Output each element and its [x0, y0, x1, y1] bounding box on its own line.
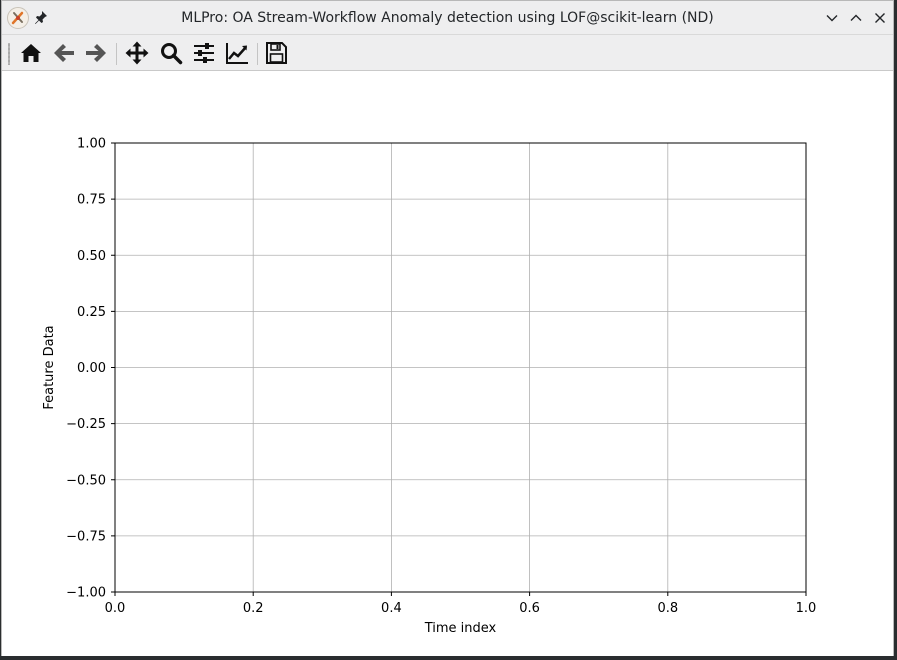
x-tick-label: 0.0 — [105, 601, 126, 616]
y-tick-label: 0.00 — [77, 361, 106, 376]
x-tick-label: 1.0 — [796, 601, 817, 616]
back-arrow-icon — [54, 44, 74, 62]
x-tick-label: 0.2 — [243, 601, 264, 616]
back-button[interactable] — [51, 40, 77, 66]
line-chart-icon — [226, 43, 248, 64]
window-title: MLPro: OA Stream-Workflow Anomaly detect… — [181, 10, 714, 26]
chart-svg[interactable]: 0.0 0.2 0.4 0.6 0.8 1.0 1.00 0.75 0.50 0.25 0.00 −0… — [2, 71, 895, 656]
home-icon — [21, 44, 41, 62]
configure-subplots-button[interactable] — [191, 40, 217, 66]
y-tick-label: −0.25 — [66, 417, 106, 432]
minimize-button[interactable] — [824, 10, 840, 26]
y-tick-label: −0.50 — [66, 473, 106, 488]
mlpro-app-icon[interactable] — [7, 7, 29, 29]
x-axis-label: Time index — [424, 621, 497, 636]
figure-canvas[interactable]: 0.0 0.2 0.4 0.6 0.8 1.0 1.00 0.75 0.50 0.25 0.00 −0… — [2, 71, 893, 656]
toolbar-separator — [257, 43, 258, 65]
zoom-button[interactable] — [158, 40, 184, 66]
home-button[interactable] — [18, 40, 44, 66]
floppy-disk-icon — [266, 42, 287, 64]
y-tick-label: 0.50 — [77, 249, 106, 264]
maximize-button[interactable] — [848, 10, 864, 26]
close-button[interactable] — [872, 10, 888, 26]
pan-move-icon — [125, 41, 149, 65]
sliders-icon — [194, 43, 214, 63]
y-tick-label: 0.25 — [77, 305, 106, 320]
title-bar[interactable]: MLPro: OA Stream-Workflow Anomaly detect… — [2, 1, 893, 35]
y-tick-label: −1.00 — [66, 586, 106, 601]
matplotlib-toolbar — [2, 35, 893, 71]
y-axis-label: Feature Data — [42, 325, 57, 409]
pan-button[interactable] — [124, 40, 150, 66]
x-tick-label: 0.4 — [381, 601, 402, 616]
save-button[interactable] — [263, 40, 289, 66]
toolbar-separator — [116, 43, 117, 65]
magnifier-icon — [161, 43, 183, 65]
forward-button[interactable] — [83, 40, 109, 66]
pin-icon[interactable] — [34, 10, 48, 26]
edit-axis-button[interactable] — [224, 40, 250, 66]
y-tick-label: 1.00 — [77, 137, 106, 152]
y-tick-label: −0.75 — [66, 529, 106, 544]
x-tick-label: 0.8 — [657, 601, 678, 616]
forward-arrow-icon — [86, 44, 106, 62]
y-tick-label: 0.75 — [77, 193, 106, 208]
x-tick-label: 0.6 — [519, 601, 540, 616]
toolbar-grip[interactable] — [8, 43, 10, 65]
